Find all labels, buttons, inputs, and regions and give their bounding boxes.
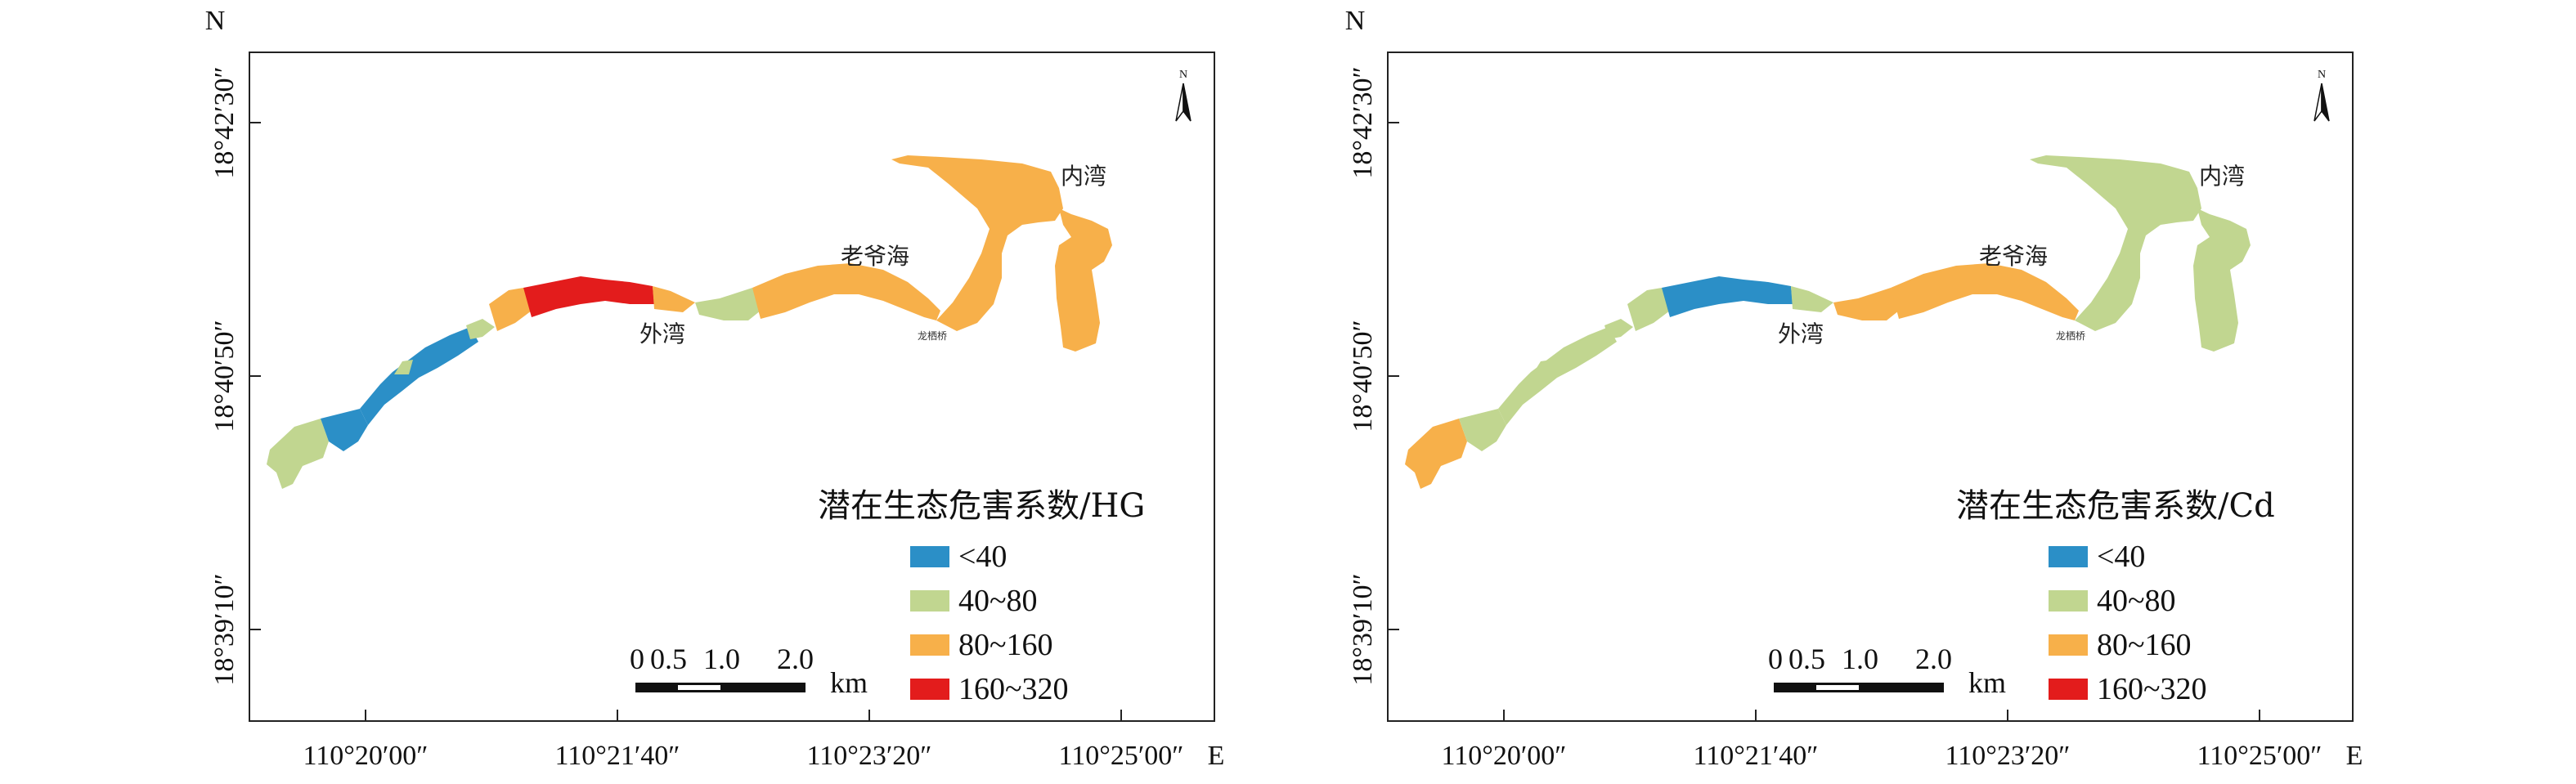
- water-body: [1405, 155, 2251, 489]
- place-laoye-sea: 老爷海: [1979, 243, 2048, 270]
- water-segment: [523, 276, 654, 317]
- place-longqi-bridge: 龙栖桥: [918, 329, 947, 342]
- water-segment: [394, 360, 413, 374]
- scale-label: 1.0: [703, 643, 740, 675]
- y-tick-label: 18°42′30″: [1348, 66, 1378, 178]
- legend-swatch: [910, 546, 949, 567]
- water-segment: [489, 288, 532, 331]
- legend-label: 160~320: [958, 672, 1069, 706]
- legend-label: <40: [2097, 540, 2145, 574]
- water-segment: [1459, 409, 1506, 451]
- water-segment: [1627, 288, 1670, 331]
- compass-n-label: N: [2318, 69, 2326, 81]
- x-tick-label: 110°25′00″: [2197, 741, 2322, 771]
- scale-unit: km: [830, 666, 868, 699]
- legend-swatch: [2049, 546, 2088, 567]
- y-tick-label: 18°40′50″: [209, 320, 240, 432]
- y-tick-label: 18°39′10″: [1348, 573, 1378, 685]
- water-segment: [267, 419, 329, 489]
- legend-swatch: [910, 679, 949, 700]
- east-label: E: [1208, 741, 1225, 771]
- north-label: N: [1345, 6, 1366, 36]
- x-tick-label: 110°23′20″: [807, 741, 932, 771]
- map-frame: [1387, 52, 2354, 722]
- legend-label: 40~80: [958, 584, 1038, 618]
- water-segment: [321, 409, 368, 451]
- water-segment: [1055, 208, 1112, 352]
- axis-ticks: [249, 122, 1122, 721]
- place-inner-bay: 内湾: [2199, 163, 2245, 190]
- legend-swatch: [910, 634, 949, 656]
- water-segment: [1891, 263, 2079, 320]
- water-segment: [360, 327, 478, 425]
- x-tick-label: 110°23′20″: [1945, 741, 2071, 771]
- scale-label: 0: [1768, 643, 1783, 675]
- y-tick-label: 18°42′30″: [209, 66, 240, 178]
- legend: 潜在生态危害系数/Cd <40 40~80 80~160 160~320: [1956, 487, 2275, 706]
- scale-label: 0: [630, 643, 644, 675]
- water-segment: [1533, 360, 1551, 374]
- water-segment: [653, 286, 695, 312]
- place-longqi-bridge: 龙栖桥: [2056, 329, 2085, 342]
- axis-ticks: [1388, 122, 2260, 721]
- scale-bar: 0 0.5 1.0 2.0 km: [1768, 643, 2006, 699]
- place-outer-bay: 外湾: [1778, 320, 1824, 347]
- water-segment: [1662, 276, 1793, 317]
- scale-label: 1.0: [1842, 643, 1878, 675]
- water-segment: [2030, 155, 2201, 331]
- water-segment: [1405, 419, 1467, 489]
- water-segment: [1604, 319, 1633, 339]
- map-frame: [249, 52, 1215, 722]
- legend: 潜在生态危害系数/HG <40 40~80 80~160 160~320: [818, 487, 1145, 706]
- y-tick-label: 18°40′50″: [1348, 320, 1378, 432]
- x-tick-label: 110°20′00″: [1442, 741, 1567, 771]
- compass-icon: N: [2313, 69, 2330, 122]
- water-segment: [1833, 288, 1899, 320]
- scale-label: 0.5: [650, 643, 687, 675]
- water-segment: [752, 263, 940, 320]
- map-panel-1: N 110°20′00″ 110°21′40″ 110°23′20″ 110°2…: [205, 6, 1225, 771]
- legend-swatch: [2049, 634, 2088, 656]
- place-inner-bay: 内湾: [1061, 163, 1106, 190]
- x-tick-label: 110°21′40″: [555, 741, 680, 771]
- legend-swatch: [2049, 590, 2088, 612]
- legend-title: 潜在生态危害系数/HG: [818, 487, 1145, 525]
- legend-title: 潜在生态危害系数/Cd: [1956, 487, 2275, 525]
- legend-label: 80~160: [2097, 628, 2192, 662]
- legend-label: 160~320: [2097, 672, 2207, 706]
- map-panel-2: N 110°20′00″ 110°21′40″ 110°23′20″ 110°2…: [1345, 6, 2363, 771]
- x-tick-label: 110°20′00″: [303, 741, 429, 771]
- legend-swatch: [910, 590, 949, 612]
- scale-unit: km: [1968, 666, 2006, 699]
- legend-swatch: [2049, 679, 2088, 700]
- water-segment: [2193, 208, 2251, 352]
- north-label: N: [205, 6, 226, 36]
- scale-label: 2.0: [777, 643, 814, 675]
- compass-n-label: N: [1179, 69, 1187, 81]
- x-tick-label: 110°25′00″: [1059, 741, 1184, 771]
- water-body: [267, 155, 1112, 489]
- water-segment: [1791, 286, 1833, 312]
- place-laoye-sea: 老爷海: [841, 243, 909, 270]
- scale-label: 0.5: [1788, 643, 1825, 675]
- water-segment: [695, 288, 761, 320]
- scale-label: 2.0: [1915, 643, 1952, 675]
- compass-icon: N: [1175, 69, 1192, 122]
- scale-bar: 0 0.5 1.0 2.0 km: [630, 643, 868, 699]
- y-tick-label: 18°39′10″: [209, 573, 240, 685]
- x-tick-label: 110°21′40″: [1694, 741, 1819, 771]
- legend-label: 40~80: [2097, 584, 2176, 618]
- legend-label: 80~160: [958, 628, 1053, 662]
- place-outer-bay: 外湾: [640, 320, 685, 347]
- east-label: E: [2346, 741, 2363, 771]
- water-segment: [1498, 327, 1617, 425]
- water-segment: [891, 155, 1063, 331]
- water-segment: [466, 319, 495, 339]
- legend-label: <40: [958, 540, 1007, 574]
